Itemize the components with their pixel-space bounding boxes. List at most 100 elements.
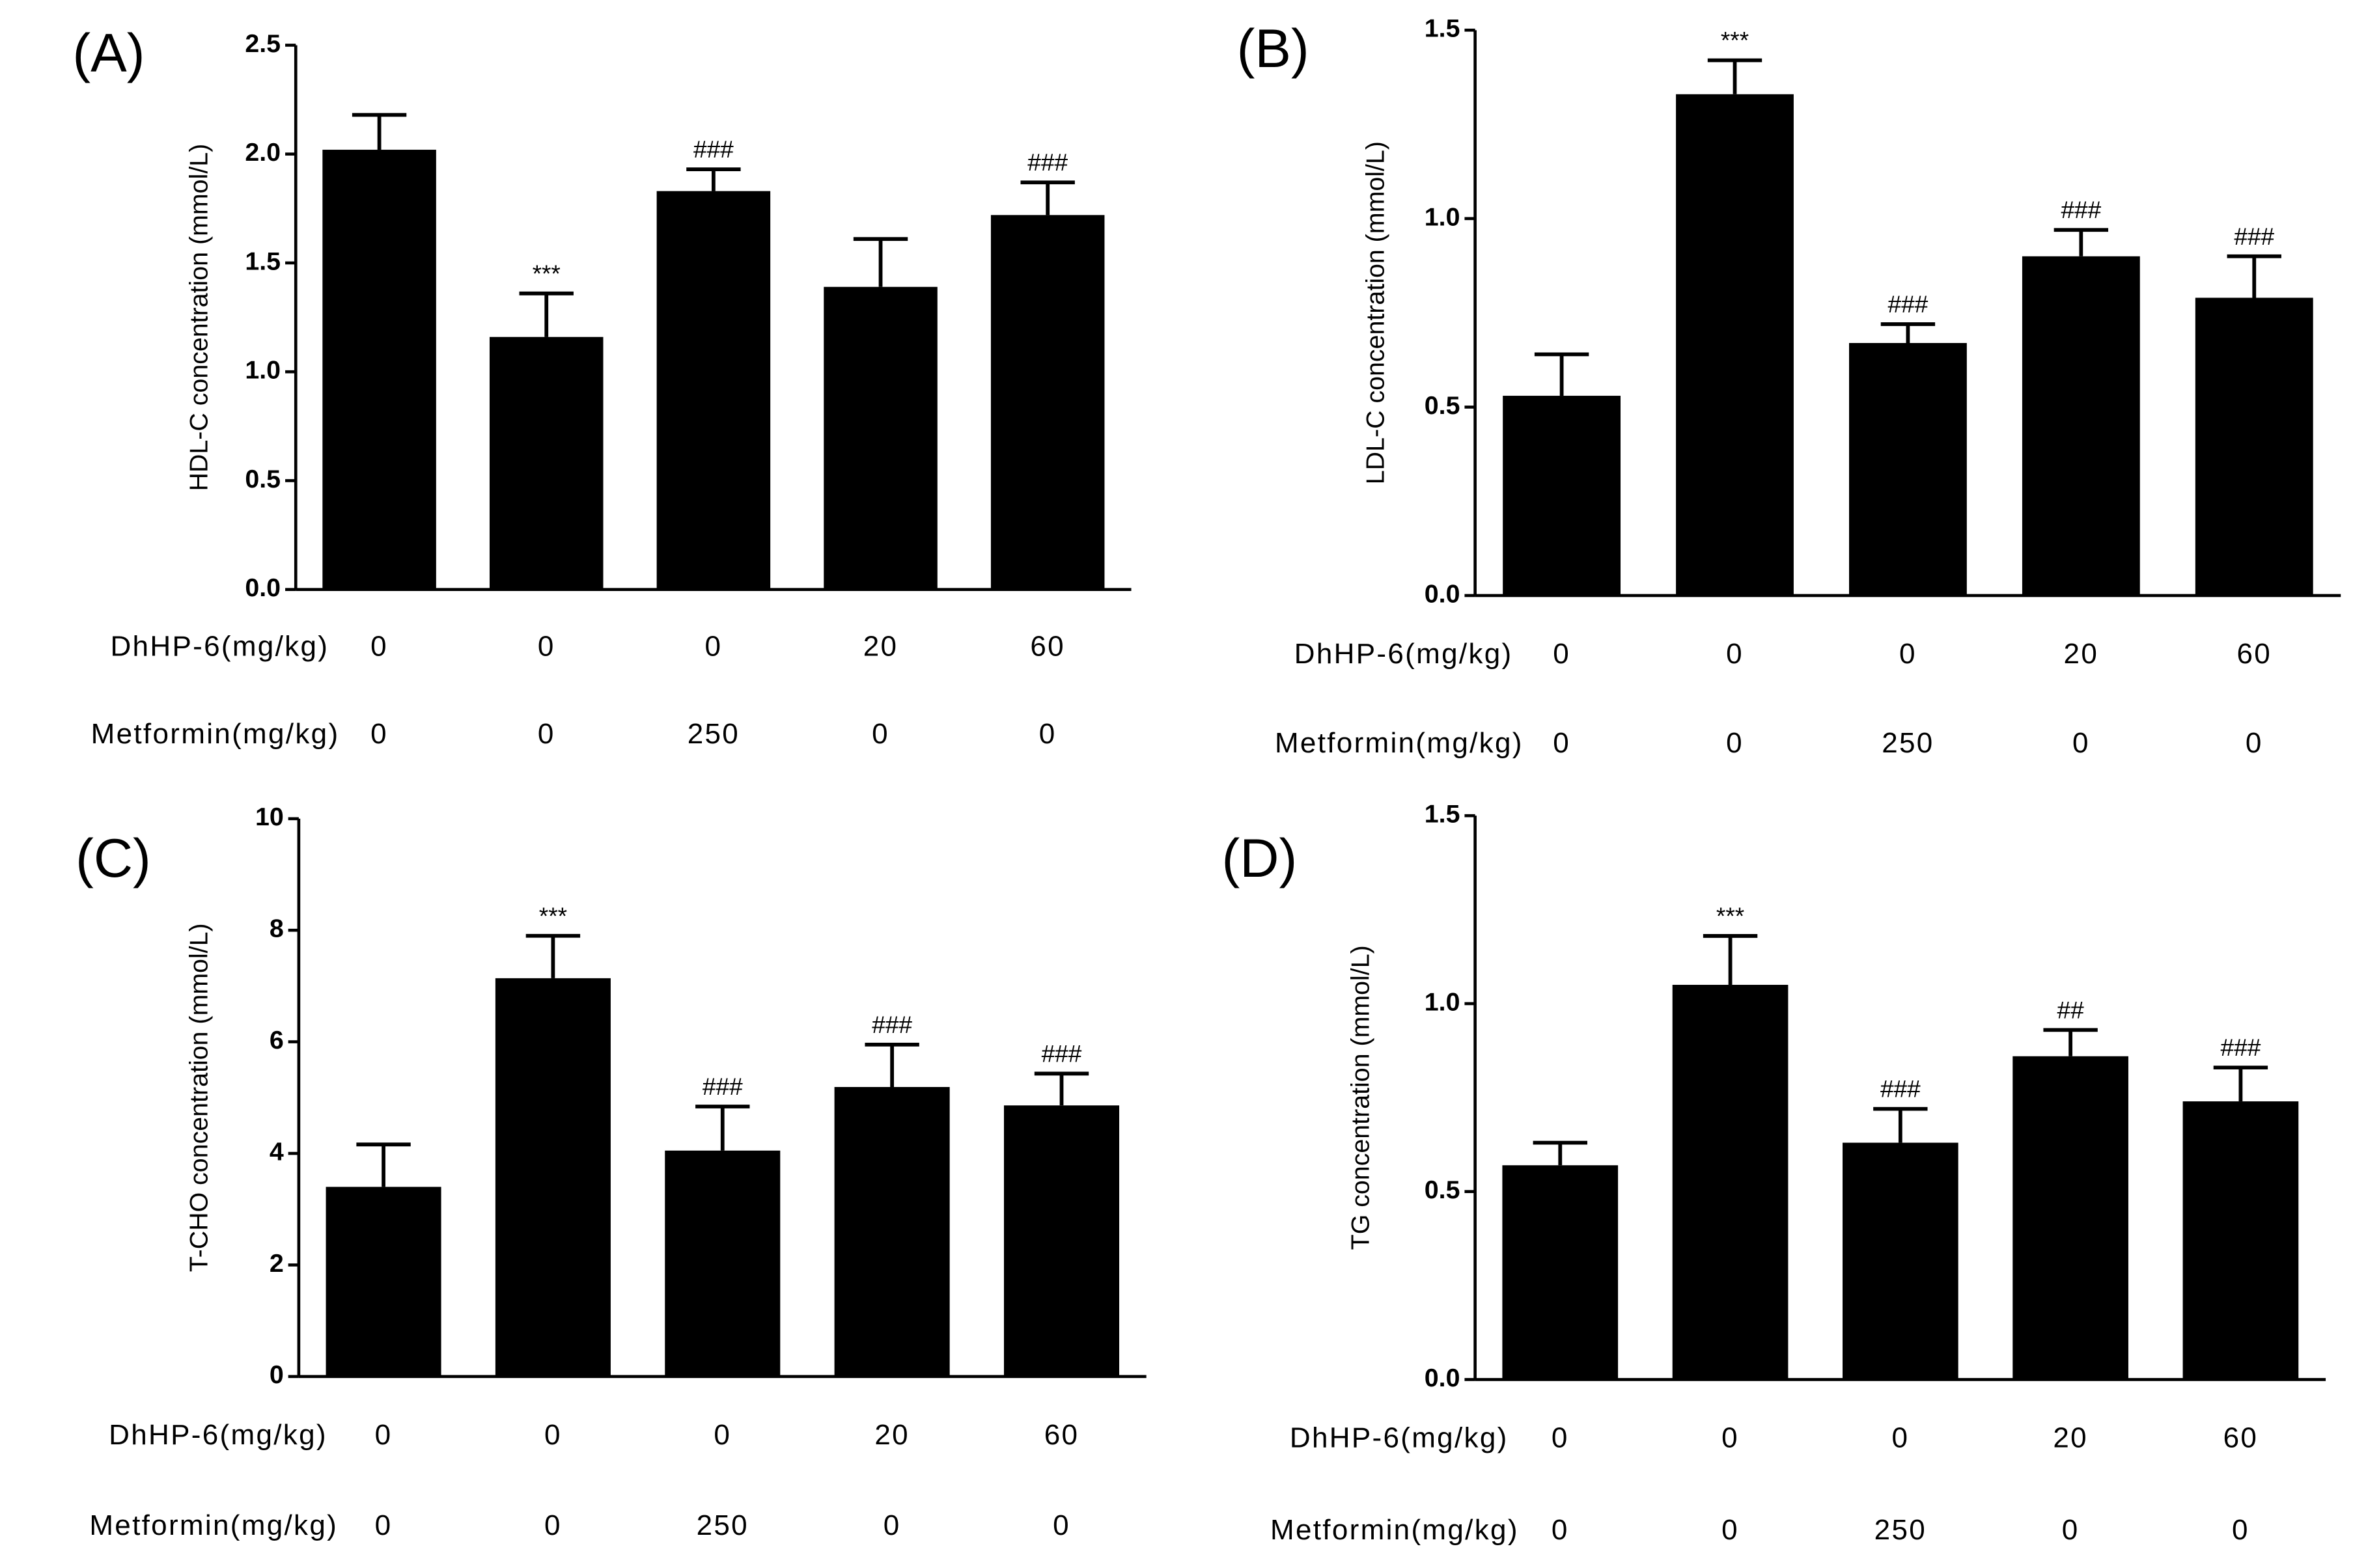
significance: ### bbox=[703, 1073, 743, 1100]
significance: *** bbox=[539, 902, 567, 929]
y-tick-label: 2 bbox=[270, 1249, 284, 1278]
dose-value: 250 bbox=[1882, 727, 1934, 759]
dose-value: 0 bbox=[1899, 638, 1917, 670]
y-tick-label: 10 bbox=[255, 803, 284, 831]
row-label: Metformin(mg/kg) bbox=[1275, 727, 1524, 759]
y-axis-label: HDL-C concentration (mmol/L) bbox=[185, 144, 214, 491]
bar bbox=[1003, 1105, 1120, 1377]
dose-value: 250 bbox=[1874, 1514, 1927, 1546]
bar bbox=[2182, 1101, 2299, 1380]
significance: *** bbox=[533, 260, 561, 287]
bar bbox=[1849, 342, 1967, 596]
bar bbox=[2022, 256, 2140, 596]
error-bar bbox=[1020, 180, 1075, 215]
error-bar bbox=[1703, 934, 1758, 985]
row-label: DhHP-6(mg/kg) bbox=[109, 1419, 327, 1451]
significance: *** bbox=[1721, 27, 1749, 54]
y-tick-label: 0.0 bbox=[245, 573, 281, 602]
dose-value: 20 bbox=[2053, 1422, 2088, 1454]
dose-value: 0 bbox=[544, 1419, 562, 1451]
significance: ### bbox=[872, 1011, 912, 1038]
row-label: Metformin(mg/kg) bbox=[89, 1509, 338, 1541]
bar bbox=[1843, 1142, 1958, 1380]
y-tick-label: 4 bbox=[270, 1137, 284, 1166]
y-tick-label: 0.5 bbox=[1425, 391, 1460, 420]
dose-value: 0 bbox=[2232, 1514, 2249, 1546]
error-bar bbox=[2227, 254, 2281, 298]
dose-value: 0 bbox=[884, 1509, 901, 1541]
dose-value: 0 bbox=[2246, 727, 2263, 759]
dose-value: 0 bbox=[1721, 1514, 1739, 1546]
y-tick-label: 1.0 bbox=[1425, 987, 1460, 1016]
error-bar bbox=[695, 1105, 750, 1151]
y-tick-label: 2.0 bbox=[245, 138, 281, 167]
error-bar bbox=[1880, 322, 1936, 343]
error-bar bbox=[1707, 58, 1762, 94]
dose-value: 0 bbox=[1553, 638, 1570, 670]
bar bbox=[326, 1187, 441, 1377]
dose-value: 0 bbox=[1039, 718, 1057, 750]
panel-label: (C) bbox=[76, 828, 151, 888]
y-tick-label: 8 bbox=[270, 915, 284, 943]
error-bar bbox=[853, 237, 908, 287]
dose-value: 0 bbox=[1891, 1422, 1909, 1454]
dose-value: 0 bbox=[1726, 727, 1744, 759]
y-tick-label: 0 bbox=[270, 1360, 284, 1389]
row-label: Metformin(mg/kg) bbox=[91, 718, 340, 750]
dose-value: 0 bbox=[1721, 1422, 1739, 1454]
dose-value: 0 bbox=[872, 718, 889, 750]
bar bbox=[656, 191, 771, 590]
error-bar bbox=[1034, 1071, 1089, 1106]
significance: ### bbox=[1888, 290, 1928, 318]
y-axis-label: T-CHO concentration (mmol/L) bbox=[185, 923, 214, 1272]
error-bar bbox=[352, 113, 407, 150]
error-bar bbox=[1534, 352, 1589, 396]
dose-value: 0 bbox=[1553, 727, 1570, 759]
panel-label: (A) bbox=[72, 23, 145, 83]
dose-value: 0 bbox=[714, 1419, 731, 1451]
error-bar bbox=[356, 1142, 411, 1187]
dose-value: 0 bbox=[1053, 1509, 1070, 1541]
y-axis-label: LDL-C concentration (mmol/L) bbox=[1361, 141, 1389, 484]
dose-value: 0 bbox=[704, 631, 722, 663]
significance: ### bbox=[1042, 1039, 1082, 1067]
bar bbox=[990, 215, 1105, 590]
dose-value: 20 bbox=[874, 1419, 910, 1451]
significance: ### bbox=[2221, 1034, 2261, 1061]
significance: ### bbox=[1027, 148, 1068, 176]
dose-value: 60 bbox=[2223, 1422, 2259, 1454]
bar bbox=[824, 286, 938, 590]
bar bbox=[1676, 94, 1794, 596]
dose-value: 0 bbox=[544, 1509, 562, 1541]
dose-value: 20 bbox=[2064, 638, 2099, 670]
error-bar bbox=[1873, 1107, 1928, 1143]
dose-value: 0 bbox=[375, 1419, 393, 1451]
dose-value: 0 bbox=[370, 718, 388, 750]
error-bar bbox=[2213, 1066, 2268, 1102]
panel-label: (D) bbox=[1221, 828, 1297, 888]
dose-value: 0 bbox=[538, 718, 555, 750]
bar bbox=[2012, 1056, 2128, 1380]
bar bbox=[495, 978, 611, 1377]
dose-value: 60 bbox=[2236, 638, 2272, 670]
y-tick-label: 1.0 bbox=[1425, 202, 1460, 231]
y-tick-label: 0.0 bbox=[1425, 1364, 1460, 1392]
dose-value: 0 bbox=[2062, 1514, 2080, 1546]
bar bbox=[2195, 297, 2313, 596]
dose-value: 0 bbox=[1726, 638, 1744, 670]
bar bbox=[665, 1150, 781, 1377]
significance: ### bbox=[1880, 1075, 1921, 1103]
dose-value: 0 bbox=[370, 631, 388, 663]
significance: ## bbox=[2057, 996, 2085, 1023]
row-label: Metformin(mg/kg) bbox=[1270, 1514, 1519, 1546]
error-bar bbox=[525, 933, 581, 978]
y-tick-label: 0.0 bbox=[1425, 579, 1460, 608]
error-bar bbox=[2054, 228, 2109, 256]
y-tick-label: 0.5 bbox=[1425, 1176, 1460, 1204]
significance: ### bbox=[2234, 223, 2274, 250]
dose-value: 250 bbox=[688, 718, 740, 750]
bar bbox=[1503, 396, 1621, 596]
error-bar bbox=[519, 291, 574, 337]
y-axis-label: TG concentration (mmol/L) bbox=[1346, 945, 1374, 1250]
